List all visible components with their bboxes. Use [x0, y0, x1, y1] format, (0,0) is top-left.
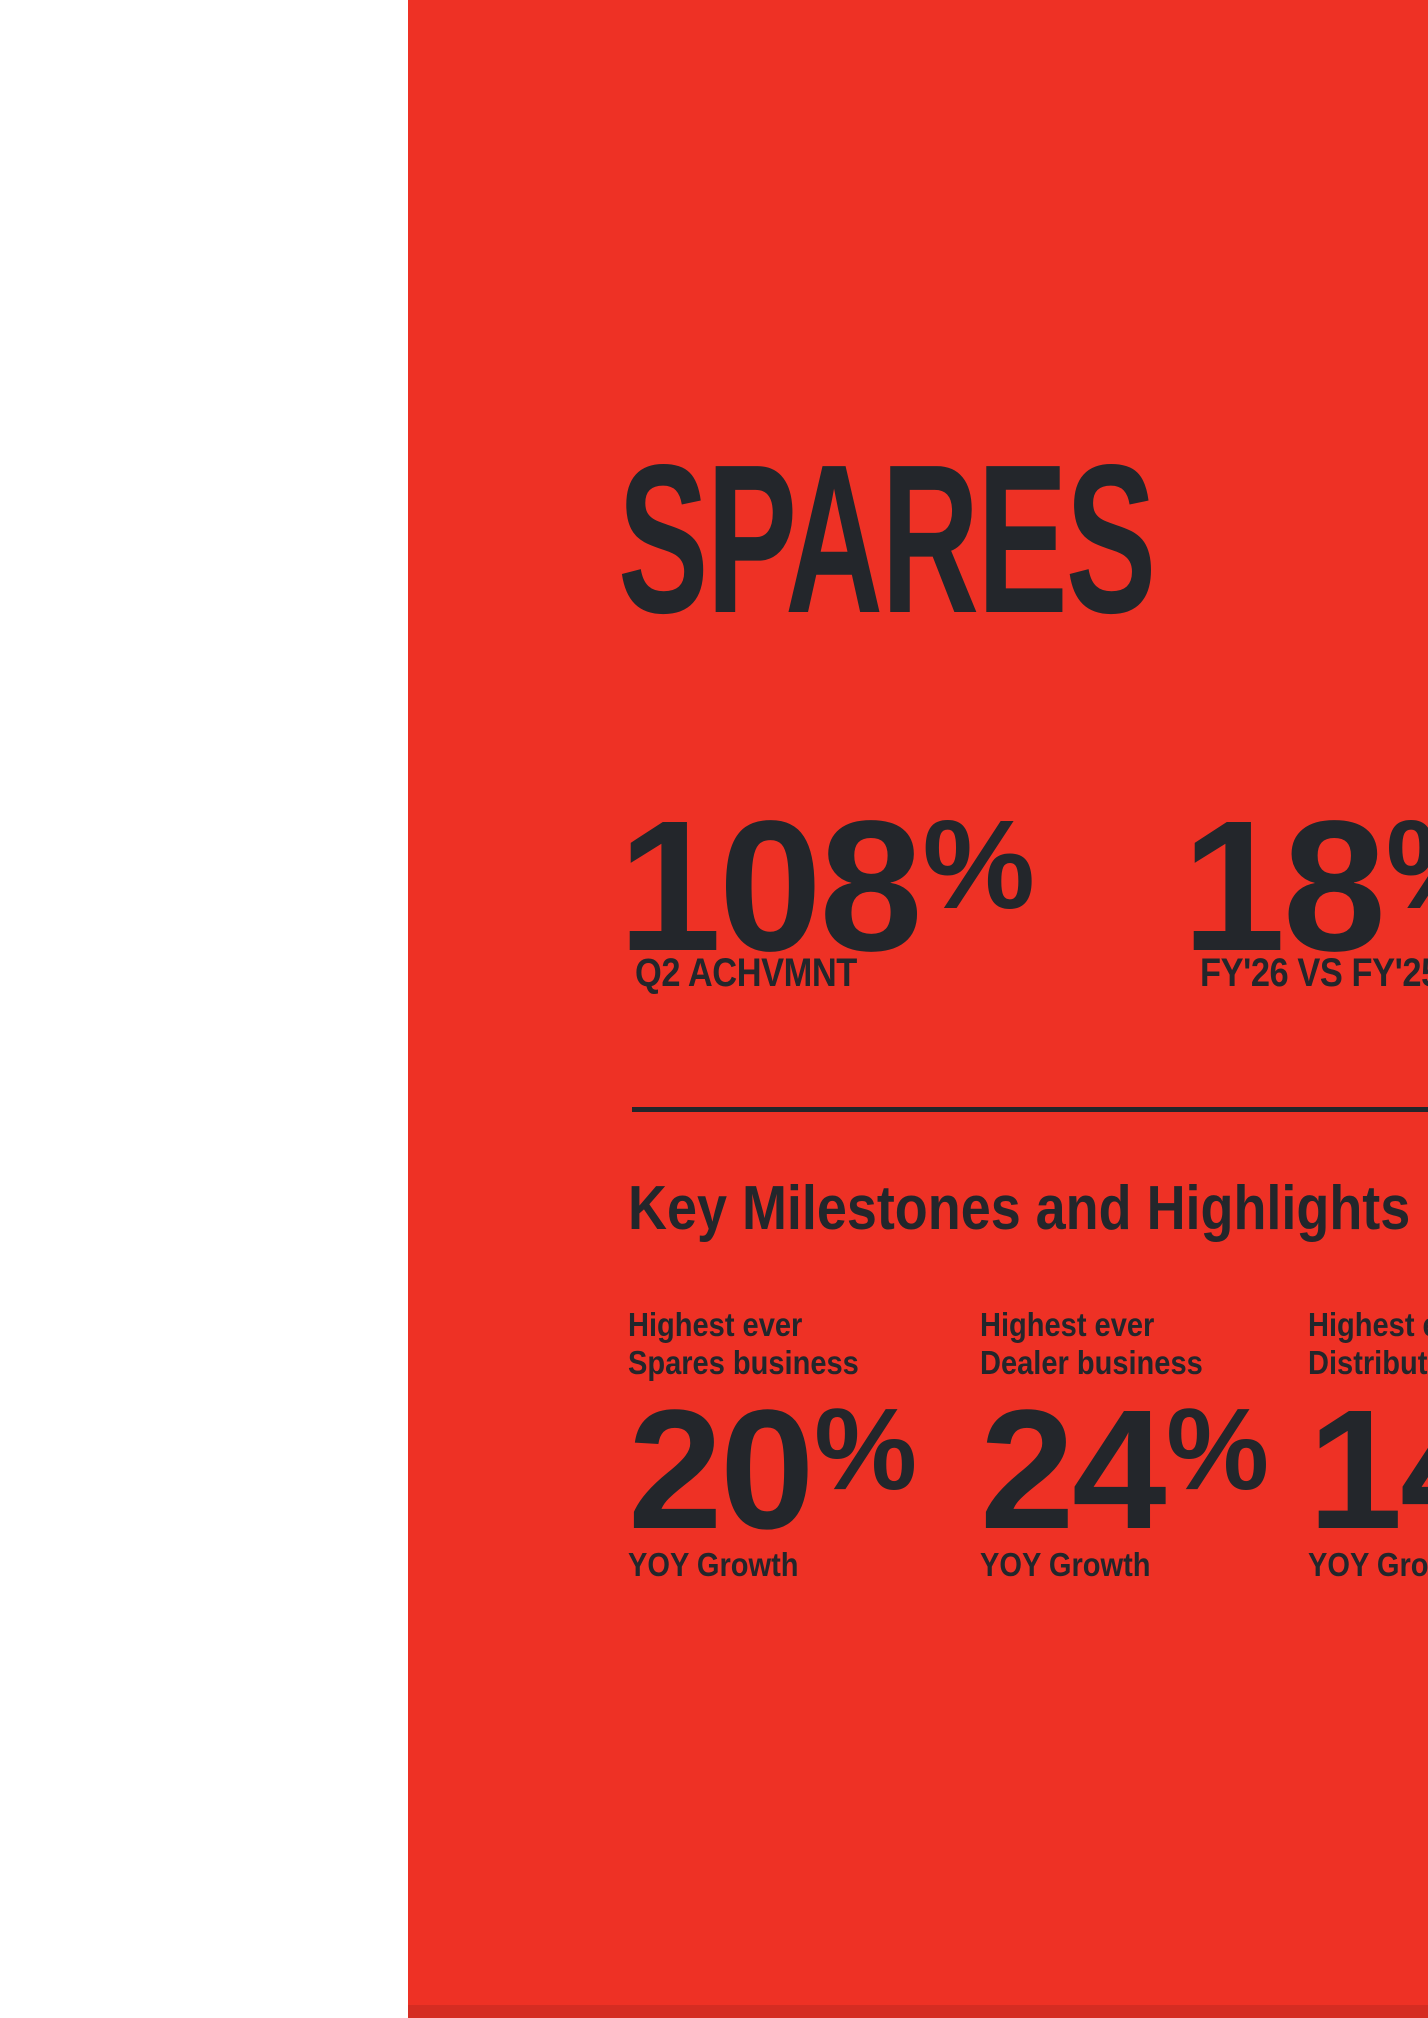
milestone-title: Highest ever Dealer business [980, 1306, 1203, 1383]
percent-sign: % [1386, 794, 1428, 935]
percent-sign: % [922, 793, 1035, 935]
milestone-sub-label: YOY Growth [628, 1546, 799, 1583]
milestone-title: Highest everDistribution business [1308, 1306, 1428, 1383]
percent-sign: % [814, 1384, 918, 1514]
stat-number: 108 [618, 783, 923, 990]
milestone-value: 24% [980, 1385, 1269, 1555]
bottom-edge-strip [408, 2005, 1428, 2018]
page-title: SPARES [618, 420, 1156, 657]
divider-line [632, 1107, 1428, 1112]
milestone-title-line2: Spares business [628, 1344, 859, 1382]
red-panel [408, 0, 1428, 2018]
milestone-title: Highest ever Spares business [628, 1306, 859, 1383]
milestone-column-distribution: Highest everDistribution business 14% YO… [1308, 1306, 1428, 1616]
milestone-title-line1: Highest ever [1308, 1306, 1428, 1343]
stat-value-fy: 18% [1182, 794, 1428, 980]
milestone-value: 20% [628, 1385, 917, 1555]
milestone-title-line2: Distribution business [1308, 1344, 1428, 1382]
milestone-title-line1: Highest ever [980, 1306, 1155, 1343]
milestone-title-line1: Highest ever [628, 1306, 803, 1343]
milestone-title-line2: Dealer business [980, 1344, 1203, 1382]
milestone-column-spares: Highest ever Spares business 20% YOY Grow… [628, 1306, 1048, 1616]
milestone-sub-label: YOY Growth [980, 1546, 1151, 1583]
milestone-number: 24 [980, 1375, 1167, 1565]
milestone-number: 14 [1308, 1375, 1428, 1565]
milestone-sub-label: YOY Growth [1308, 1546, 1428, 1583]
milestone-value: 14% [1308, 1385, 1428, 1555]
stat-value-q2: 108% [618, 794, 1035, 980]
percent-sign: % [1166, 1384, 1270, 1514]
section-heading: Key Milestones and Highlights [628, 1174, 1411, 1243]
stat-number: 18 [1182, 783, 1386, 990]
stat-label-fy: FY'26 VS FY'25 [1200, 951, 1428, 995]
stat-label-q2: Q2 ACHVMNT [635, 951, 857, 995]
milestone-column-dealer: Highest ever Dealer business 24% YOY Grow… [980, 1306, 1400, 1616]
milestone-number: 20 [628, 1375, 815, 1565]
